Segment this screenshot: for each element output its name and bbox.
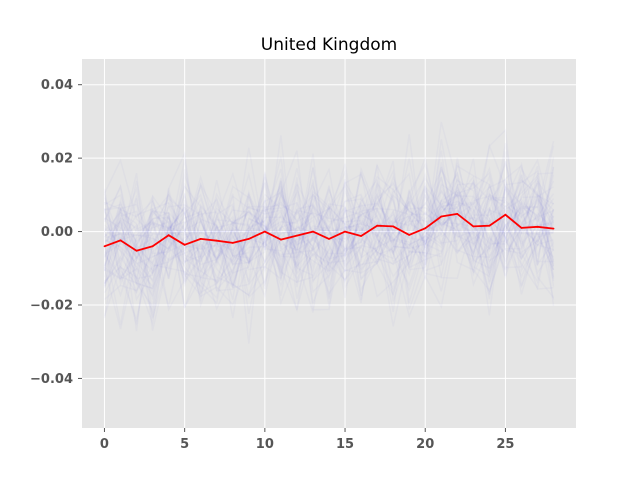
mean-point xyxy=(151,245,154,248)
y-axis: −0.04 −0.02 0.00 0.02 0.04 xyxy=(30,78,82,387)
mean-point xyxy=(199,238,202,240)
mean-point xyxy=(119,239,122,242)
mean-point xyxy=(360,235,362,237)
y-tick-label: −0.04 xyxy=(30,372,73,387)
mean-point xyxy=(328,238,330,240)
mean-point xyxy=(472,225,475,228)
mean-point xyxy=(424,227,427,230)
x-tick-label: 25 xyxy=(496,437,514,452)
mean-point xyxy=(215,239,218,242)
mean-point xyxy=(263,230,266,233)
mean-point xyxy=(520,227,523,229)
mean-point xyxy=(280,238,282,241)
x-tick-label: 5 xyxy=(180,437,189,452)
y-tick-label: 0.00 xyxy=(41,225,73,240)
mean-point xyxy=(488,224,491,227)
mean-point xyxy=(440,215,443,218)
mean-point xyxy=(408,234,411,236)
plot-area xyxy=(82,59,576,428)
chart-title: United Kingdom xyxy=(261,35,397,55)
mean-point xyxy=(376,224,378,227)
mean-point xyxy=(296,234,298,237)
mean-point xyxy=(504,213,507,216)
mean-point xyxy=(183,243,186,246)
gridlines xyxy=(82,59,576,428)
mean-line-group xyxy=(103,212,555,252)
mean-point xyxy=(247,238,250,240)
mean-point xyxy=(231,242,234,244)
mean-point xyxy=(103,245,106,248)
mean-point xyxy=(552,227,555,230)
x-tick-label: 10 xyxy=(256,437,274,452)
mean-point xyxy=(392,225,395,228)
x-tick-label: 0 xyxy=(100,437,109,452)
mean-point xyxy=(167,234,170,237)
mean-point xyxy=(536,225,539,228)
y-tick-label: 0.04 xyxy=(41,78,73,93)
x-tick-label: 20 xyxy=(416,437,434,452)
mean-point xyxy=(312,230,314,233)
y-tick-label: 0.02 xyxy=(41,152,73,167)
y-tick-label: −0.02 xyxy=(30,299,73,314)
mean-point xyxy=(135,249,138,252)
x-axis: 0 5 10 15 20 25 xyxy=(100,428,514,452)
mean-point xyxy=(344,230,346,233)
mean-point xyxy=(456,213,459,215)
x-tick-label: 15 xyxy=(336,437,354,452)
